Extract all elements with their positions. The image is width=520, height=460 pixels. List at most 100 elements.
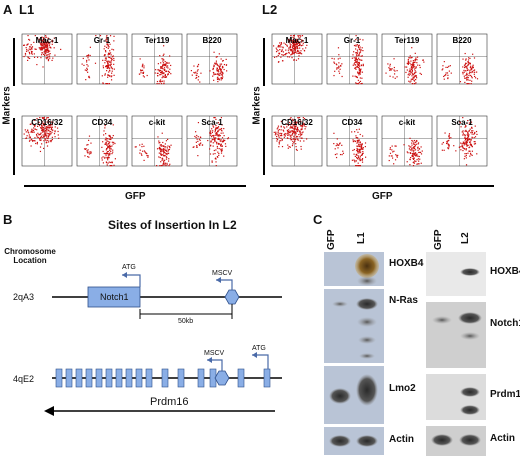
cytometry-event xyxy=(466,141,468,144)
cytometry-event xyxy=(362,152,364,154)
cytometry-event xyxy=(287,132,289,135)
cytometry-event xyxy=(162,145,164,147)
cytometry-event xyxy=(333,58,335,60)
cytometry-event xyxy=(419,64,421,66)
cytometry-event xyxy=(210,130,212,132)
cytometry-event xyxy=(166,162,168,164)
cytometry-event xyxy=(161,164,163,167)
cytometry-event xyxy=(43,117,45,119)
cytometry-event xyxy=(105,65,108,68)
cytometry-event xyxy=(162,162,165,165)
cytometry-event xyxy=(339,57,341,59)
cytometry-event xyxy=(220,68,222,71)
cytometry-event xyxy=(359,38,361,40)
cytometry-event xyxy=(295,148,298,151)
cytometry-event xyxy=(287,124,290,126)
cytometry-event xyxy=(291,46,293,48)
cytometry-event xyxy=(51,138,53,141)
cytometry-event xyxy=(292,138,295,140)
cytometry-event xyxy=(292,48,295,50)
cytometry-event xyxy=(220,152,223,154)
cytometry-event xyxy=(411,155,413,158)
cytometry-event xyxy=(214,158,216,160)
cytometry-event xyxy=(391,155,393,157)
cytometry-event xyxy=(210,136,213,138)
cytometry-event xyxy=(113,59,115,62)
cytometry-event xyxy=(469,71,471,73)
cytometry-event xyxy=(160,150,162,153)
cytometry-event xyxy=(467,62,469,64)
cytometry-event xyxy=(414,152,417,154)
cytometry-event xyxy=(215,165,217,167)
cytometry-event xyxy=(223,155,225,157)
cytometry-event xyxy=(110,137,112,139)
cytometry-event xyxy=(300,35,302,37)
cytometry-event xyxy=(219,73,221,75)
cytometry-event xyxy=(161,67,164,69)
cytometry-event xyxy=(305,126,307,128)
cytometry-event xyxy=(217,126,219,129)
cytometry-event xyxy=(359,159,361,162)
cytometry-event xyxy=(88,135,91,137)
cytometry-event xyxy=(34,124,36,127)
cytometry-event xyxy=(33,53,35,55)
marker-label: Gr-1 xyxy=(344,36,361,45)
cytometry-event xyxy=(47,139,49,142)
cytometry-event xyxy=(459,81,462,83)
cytometry-event xyxy=(40,54,43,56)
cytometry-event xyxy=(298,52,300,55)
cytometry-event xyxy=(469,143,472,145)
cytometry-event xyxy=(459,121,461,124)
cytometry-event xyxy=(277,54,279,57)
cytometry-event xyxy=(357,83,360,85)
cytometry-event xyxy=(110,148,112,150)
cytometry-event xyxy=(354,67,356,69)
cytometry-event xyxy=(196,146,198,148)
cytometry-event xyxy=(107,66,109,68)
cytometry-event xyxy=(109,149,111,151)
cytometry-event xyxy=(163,160,165,162)
cytometry-event xyxy=(41,41,43,43)
cytometry-event xyxy=(338,72,341,74)
cytometry-event xyxy=(166,153,168,156)
cytometry-event xyxy=(353,148,355,151)
cytometry-event xyxy=(340,65,342,67)
cytometry-event xyxy=(296,149,298,151)
cytometry-event xyxy=(293,35,295,37)
cytometry-event xyxy=(358,66,360,69)
cytometry-event xyxy=(196,74,198,76)
cytometry-event xyxy=(470,130,473,132)
cytometry-event xyxy=(414,149,417,151)
cytometry-event xyxy=(295,45,297,47)
cytometry-event xyxy=(29,49,31,51)
cytometry-event xyxy=(53,133,56,135)
cytometry-event xyxy=(465,141,467,143)
cytometry-event xyxy=(277,131,279,133)
cytometry-event xyxy=(86,54,88,57)
cytometry-event xyxy=(163,76,165,78)
cytometry-event xyxy=(105,142,107,144)
cytometry-event xyxy=(46,45,49,48)
cytometry-event xyxy=(295,48,297,50)
cytometry-event xyxy=(222,72,224,74)
cytometry-event xyxy=(51,59,53,62)
cytometry-event xyxy=(302,48,304,50)
cytometry-event xyxy=(464,137,466,139)
cytometry-event xyxy=(411,150,413,152)
cytometry-event xyxy=(412,61,414,64)
cytometry-event xyxy=(289,118,291,120)
cytometry-event xyxy=(46,54,48,56)
cytometry-event xyxy=(412,147,414,149)
cytometry-event xyxy=(299,52,301,55)
cytometry-event xyxy=(356,129,358,131)
cytometry-event xyxy=(409,157,412,159)
cytometry-event xyxy=(44,132,46,134)
cytometry-event xyxy=(394,70,396,72)
cytometry-event xyxy=(473,133,475,135)
cytometry-event xyxy=(299,125,302,127)
cytometry-event xyxy=(29,53,31,55)
cytometry-event xyxy=(354,75,356,77)
cytometry-event xyxy=(105,83,107,85)
cytometry-event xyxy=(44,122,46,124)
cytometry-event xyxy=(213,66,215,68)
